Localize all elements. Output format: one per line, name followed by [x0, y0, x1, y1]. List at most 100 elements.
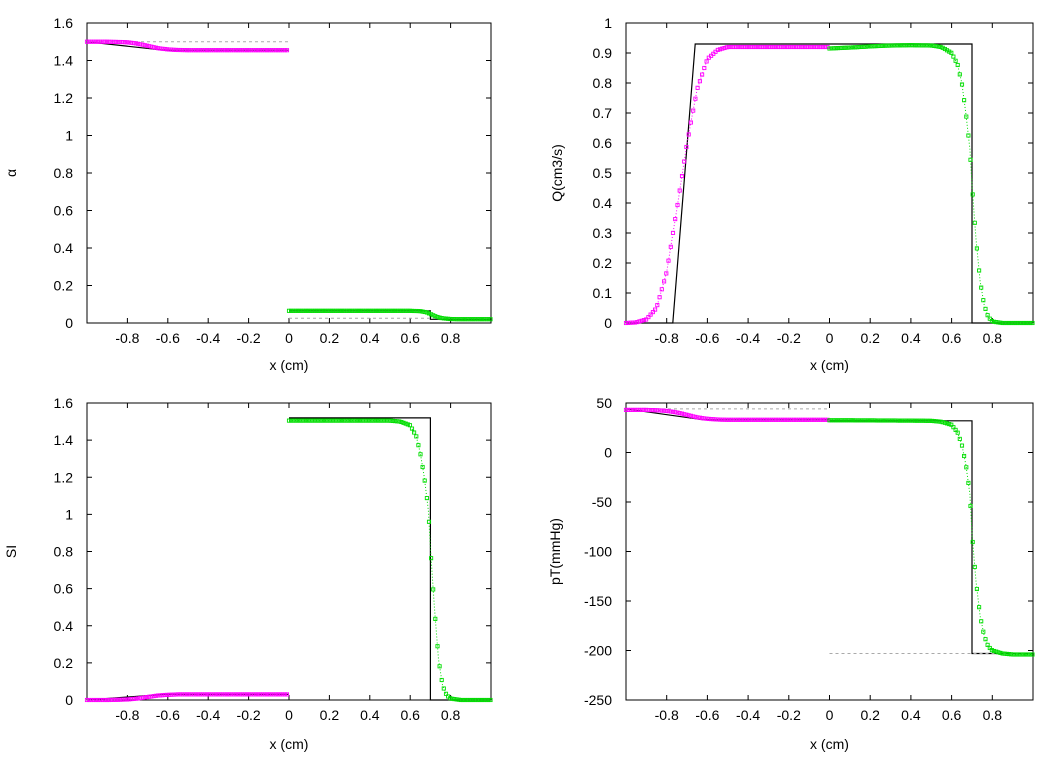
- data-point: [846, 45, 851, 50]
- data-point: [264, 48, 270, 53]
- data-point: [118, 697, 123, 702]
- data-point: [236, 692, 241, 697]
- chart-panel-3: -0.8 -0.6 -0.4 -0.2 0 0.2 0.4 0.6 0.8 0 0.2 0.4 0.6 0…: [3, 395, 493, 752]
- data-point: [910, 43, 915, 48]
- data-point: [874, 44, 879, 49]
- data-point: [289, 418, 294, 423]
- data-point: [356, 418, 362, 423]
- data-point: [731, 44, 736, 50]
- data-point: [193, 692, 198, 697]
- data-point: [800, 417, 805, 422]
- data-point: [388, 418, 393, 423]
- data-point: [657, 408, 662, 413]
- data-point: [780, 417, 785, 422]
- data-point: [310, 418, 315, 423]
- data-point: [301, 418, 306, 423]
- data-point: [361, 418, 366, 423]
- data-point: [778, 44, 783, 50]
- data-point: [273, 48, 278, 53]
- data-point: [382, 418, 387, 423]
- data-point: [740, 44, 745, 50]
- data-point: [628, 320, 633, 325]
- data-point: [893, 418, 898, 423]
- data-point: [318, 308, 323, 313]
- data-point: [306, 308, 311, 313]
- data-point: [630, 320, 635, 325]
- x-tick-label: -0.6: [695, 707, 719, 723]
- y-tick-label: 0: [65, 692, 73, 708]
- data-point: [998, 320, 1003, 325]
- data-point: [876, 43, 881, 49]
- data-point: [1004, 320, 1009, 326]
- data-point: [915, 418, 920, 423]
- x-tick-label: -0.2: [237, 707, 261, 723]
- data-point: [182, 48, 187, 53]
- data-point: [726, 44, 732, 50]
- data-point: [805, 417, 810, 422]
- data-point: [222, 692, 227, 697]
- x-tick-label: 0.4: [901, 330, 921, 346]
- data-point: [189, 48, 194, 53]
- data-point: [677, 188, 682, 193]
- y-axis-label: pT(mmHg): [547, 518, 563, 585]
- data-point: [122, 697, 127, 702]
- data-point: [465, 317, 470, 322]
- x-tick-label: -0.6: [156, 330, 180, 346]
- data-point: [262, 692, 267, 697]
- data-point: [724, 45, 729, 50]
- data-point: [354, 418, 359, 423]
- y-tick-label: -200: [584, 643, 612, 659]
- data-point: [138, 696, 143, 701]
- data-point: [138, 42, 143, 47]
- data-point: [897, 418, 903, 423]
- data-point: [465, 697, 470, 703]
- plot-frame: [86, 22, 492, 324]
- data-point: [1015, 652, 1020, 657]
- data-point: [798, 417, 803, 422]
- data-point: [352, 308, 357, 313]
- data-point: [646, 315, 651, 320]
- data-point: [320, 308, 325, 313]
- data-point: [320, 418, 325, 423]
- x-tick-label: 0.2: [860, 330, 880, 346]
- data-point: [848, 45, 853, 50]
- data-point: [327, 308, 332, 313]
- data-point: [127, 40, 132, 45]
- data-point: [198, 692, 203, 697]
- data-point: [216, 692, 221, 697]
- data-point: [162, 692, 167, 698]
- data-point: [635, 320, 640, 325]
- data-point: [831, 46, 836, 51]
- x-tick-label: 0.8: [983, 330, 1003, 346]
- data-point: [136, 41, 141, 46]
- x-tick-label: -0.4: [196, 330, 220, 346]
- y-tick-label: 0.4: [54, 618, 74, 634]
- data-point: [314, 308, 319, 313]
- data-point: [284, 692, 290, 697]
- data-point: [912, 43, 918, 48]
- data-point: [758, 44, 763, 50]
- data-point: [122, 40, 127, 45]
- y-tick-label: 0.2: [54, 655, 74, 671]
- data-point: [833, 46, 838, 51]
- data-point: [1015, 320, 1020, 326]
- data-point: [424, 496, 429, 501]
- data-point: [949, 422, 954, 427]
- data-point: [87, 39, 92, 44]
- data-point: [1002, 320, 1007, 326]
- data-point: [342, 308, 347, 313]
- data-point: [953, 58, 958, 63]
- data-point: [441, 686, 446, 691]
- data-point: [1024, 652, 1029, 657]
- data-point: [264, 692, 270, 697]
- data-point: [240, 48, 245, 53]
- data-point: [359, 418, 364, 423]
- x-tick-label: 0.6: [400, 707, 420, 723]
- data-point: [874, 418, 879, 423]
- data-point: [151, 694, 156, 699]
- data-point: [184, 692, 190, 697]
- data-point: [120, 40, 125, 45]
- data-point: [224, 692, 230, 697]
- data-point: [299, 418, 304, 423]
- data-point: [286, 308, 292, 313]
